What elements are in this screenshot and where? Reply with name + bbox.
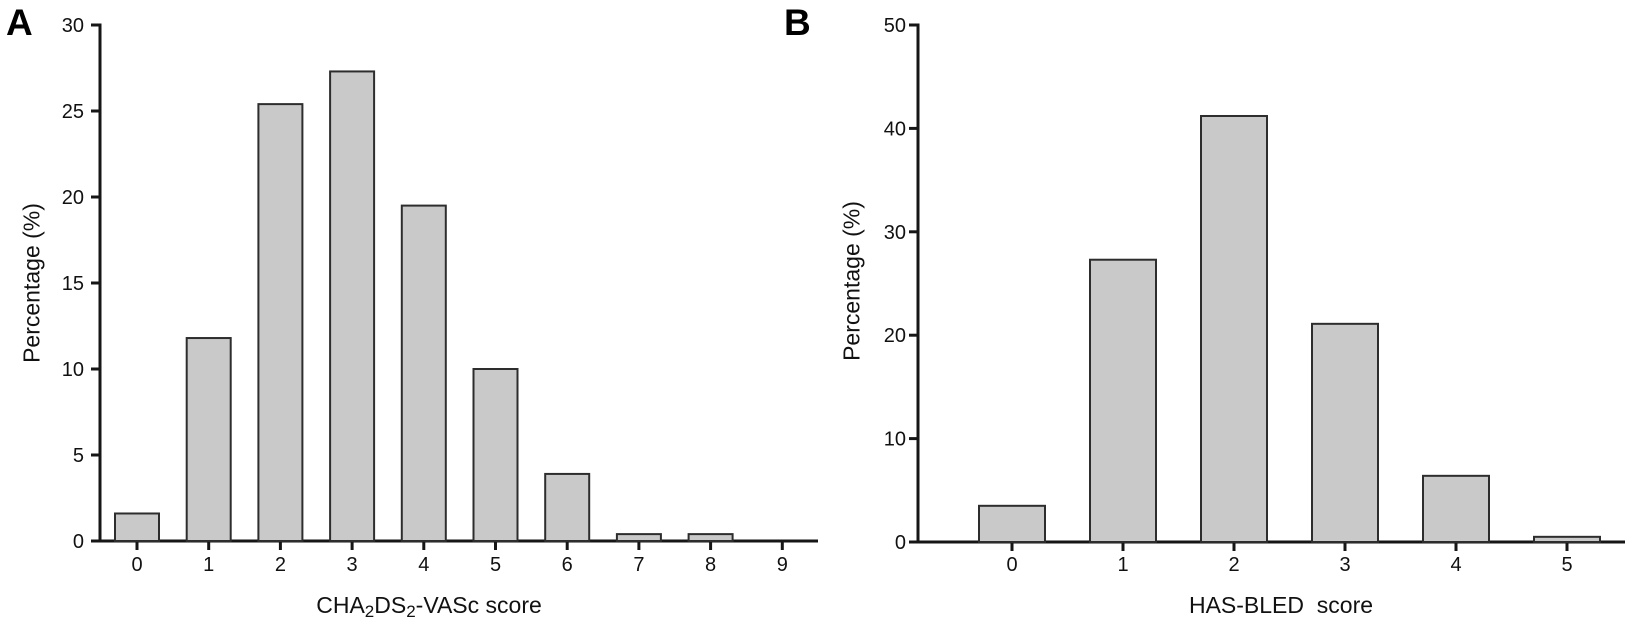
bar-b-4 (1422, 474, 1490, 544)
x-tick-label-a: 2 (275, 554, 286, 576)
bar-a-8 (687, 533, 734, 542)
x-tick-label-b: 4 (1450, 554, 1461, 576)
x-tick-label-a: 4 (418, 554, 429, 576)
y-tick-label-a: 5 (73, 445, 84, 467)
bar-a-0 (114, 512, 160, 542)
panel-b: 0 10 20 30 40 50 0 1 2 3 4 5 (884, 15, 1625, 576)
bar-b-5 (1533, 535, 1601, 544)
y-tick-label-a: 25 (62, 101, 84, 123)
y-tick-label-a: 0 (73, 531, 84, 553)
x-axis-label-a: CHA2DS2-VASc score (316, 592, 542, 621)
panel-label-a: A (6, 2, 33, 43)
x-tick-label-a: 7 (633, 554, 644, 576)
y-tick-label-a: 10 (62, 359, 84, 381)
x-tick-label-b: 3 (1339, 554, 1350, 576)
x-axis-label-part: CHA (316, 592, 365, 618)
y-tick-label-b: 40 (884, 118, 906, 140)
bar-a-1 (185, 337, 232, 543)
x-tick-label-a: 1 (203, 554, 214, 576)
x-tick-label-a: 3 (347, 554, 358, 576)
bar-a-7 (615, 533, 662, 542)
x-tick-label-b: 0 (1006, 554, 1017, 576)
bar-b-3 (1311, 322, 1379, 543)
x-axis-label-part: 2 (406, 602, 416, 621)
y-tick-label-a: 15 (62, 273, 84, 295)
y-axis-label-b: Percentage (%) (838, 201, 865, 361)
y-tick-label-a: 20 (62, 187, 84, 209)
x-tick-label-a: 8 (705, 554, 716, 576)
y-tick-label-b: 50 (884, 15, 906, 37)
bar-a-6 (544, 472, 591, 543)
x-tick-label-a: 0 (131, 554, 142, 576)
bar-a-2 (257, 103, 304, 543)
bar-b-2 (1200, 114, 1268, 543)
x-tick-label-a: 5 (490, 554, 501, 576)
y-axis-label-a: Percentage (%) (18, 203, 45, 363)
bar-b-0 (978, 504, 1046, 543)
panel-label-b: B (784, 2, 811, 43)
bar-b-1 (1089, 258, 1157, 543)
x-tick-label-b: 1 (1117, 554, 1128, 576)
x-axis-label-part: -VASc score (415, 592, 542, 618)
x-tick-label-a: 9 (777, 554, 788, 576)
x-axis-label-b: HAS-BLED score (1189, 592, 1373, 619)
bar-a-5 (472, 368, 519, 542)
x-tick-label-b: 2 (1228, 554, 1239, 576)
y-tick-label-a: 30 (62, 15, 84, 37)
y-tick-label-b: 10 (884, 429, 906, 451)
y-tick-label-b: 20 (884, 325, 906, 347)
x-axis-label-part: 2 (364, 602, 375, 621)
panel-a: 0 5 10 15 20 25 30 0 1 2 3 4 5 6 7 8 9 (62, 15, 818, 576)
x-axis-label-part: HAS-BLED score (1188, 592, 1374, 618)
y-tick-label-b: 30 (884, 222, 906, 244)
x-tick-label-b: 5 (1561, 554, 1572, 576)
bar-a-3 (329, 70, 376, 542)
bar-a-4 (400, 204, 447, 542)
x-axis-label-part: DS (374, 592, 407, 618)
x-tick-label-a: 6 (562, 554, 573, 576)
y-tick-label-b: 0 (895, 532, 906, 554)
